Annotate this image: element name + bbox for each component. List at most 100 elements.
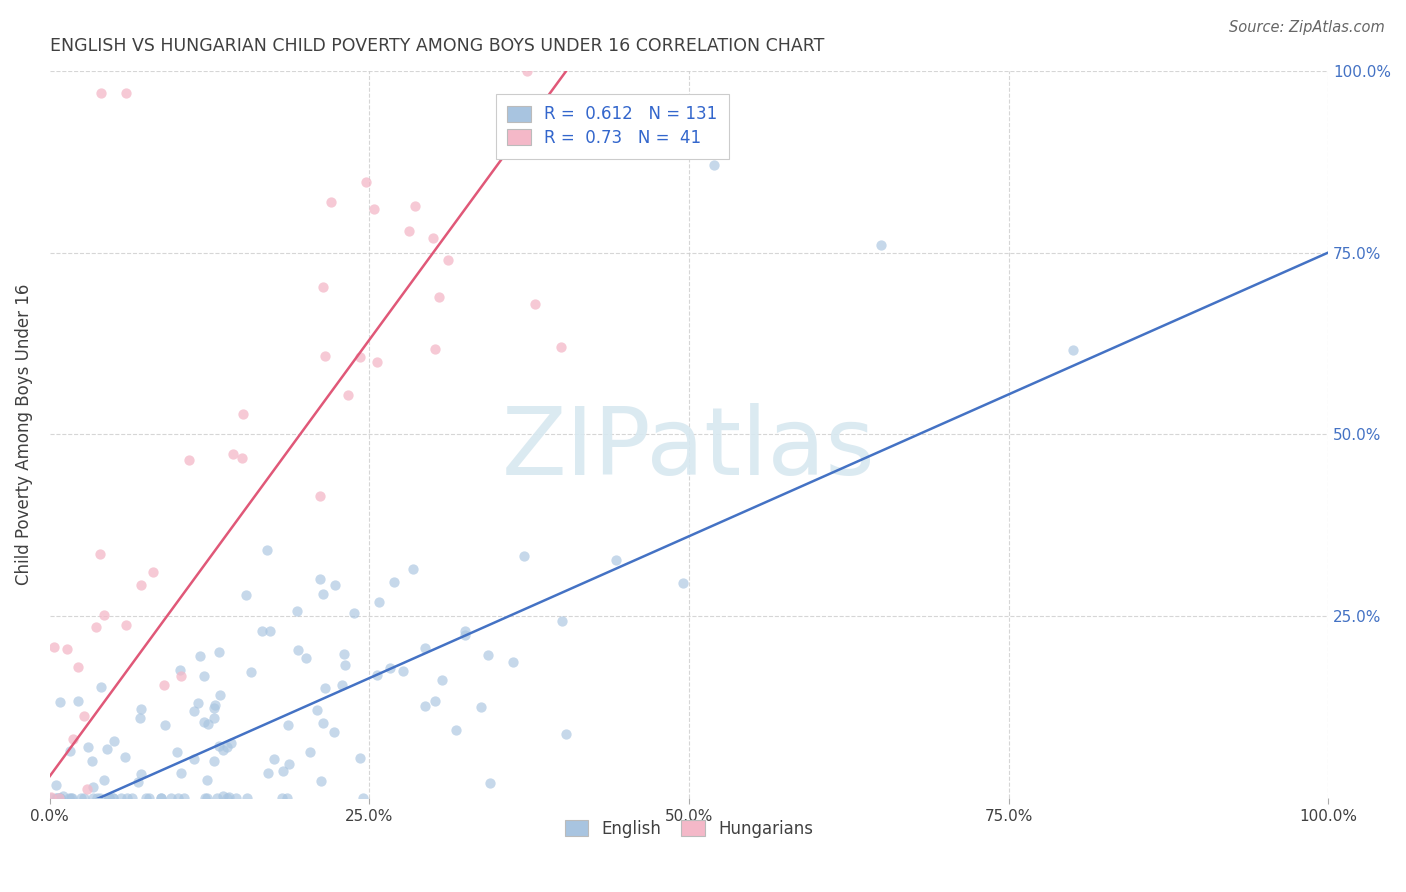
Point [150,791,173,805]
Point [58,791,80,805]
Point [60,791,83,805]
Point [44,640,66,654]
Point [330,677,353,691]
Point [524,296,547,310]
Point [259,624,281,638]
Point [235,588,257,602]
Point [93,608,115,623]
Point [454,628,477,642]
Point [45,791,67,805]
Point [67,694,90,708]
Point [1062,343,1084,357]
Point [89,547,111,561]
Point [605,552,627,566]
Point [363,202,385,216]
Point [209,689,232,703]
Point [432,673,454,687]
Point [422,231,444,245]
Point [436,252,458,267]
Point [205,791,228,805]
Point [294,650,316,665]
Point [96,742,118,756]
Point [197,791,219,805]
Point [423,342,446,356]
Point [270,791,292,805]
Point [309,773,332,788]
Point [160,791,183,805]
Point [225,791,247,805]
Point [60,791,83,805]
Point [366,355,388,369]
Point [349,350,371,364]
Point [322,724,344,739]
Point [208,645,231,659]
Point [194,791,217,805]
Point [202,754,225,768]
Point [129,702,152,716]
Point [256,543,278,558]
Point [41,791,63,805]
Point [179,453,201,467]
Point [236,791,259,805]
Point [76,740,98,755]
Point [555,727,578,741]
Point [215,740,238,755]
Point [167,791,190,805]
Point [121,791,143,805]
Point [477,648,499,662]
Point [869,238,891,252]
Point [183,704,205,718]
Point [193,669,215,683]
Point [354,175,377,189]
Point [76,781,98,796]
Point [101,791,124,805]
Point [319,194,342,209]
Point [49,791,72,805]
Point [513,549,536,564]
Point [138,791,160,805]
Point [86,620,108,634]
Point [173,791,195,805]
Point [343,606,366,620]
Point [427,290,450,304]
Point [285,605,308,619]
Point [129,767,152,781]
Point [454,624,477,638]
Point [82,754,104,768]
Point [197,772,219,787]
Point [70,791,93,805]
Point [110,791,132,805]
Point [231,450,253,465]
Point [337,388,360,402]
Point [398,224,420,238]
Point [169,669,191,683]
Text: Source: ZipAtlas.com: Source: ZipAtlas.com [1229,20,1385,35]
Point [307,703,329,717]
Point [202,711,225,725]
Point [335,658,357,673]
Point [382,575,405,590]
Point [208,739,231,753]
Point [239,665,262,679]
Point [250,624,273,638]
Point [211,743,233,757]
Point [90,86,112,100]
Point [222,447,245,461]
Point [444,723,467,737]
Point [45,791,67,805]
Point [153,678,176,692]
Point [423,694,446,708]
Point [115,617,138,632]
Point [276,791,298,805]
Point [89,791,111,805]
Point [82,780,104,794]
Point [312,715,335,730]
Point [212,789,235,803]
Point [49,695,72,709]
Point [90,680,112,694]
Text: ZIPatlas: ZIPatlas [502,403,876,495]
Point [183,752,205,766]
Point [219,736,242,750]
Point [311,586,333,600]
Point [298,745,321,759]
